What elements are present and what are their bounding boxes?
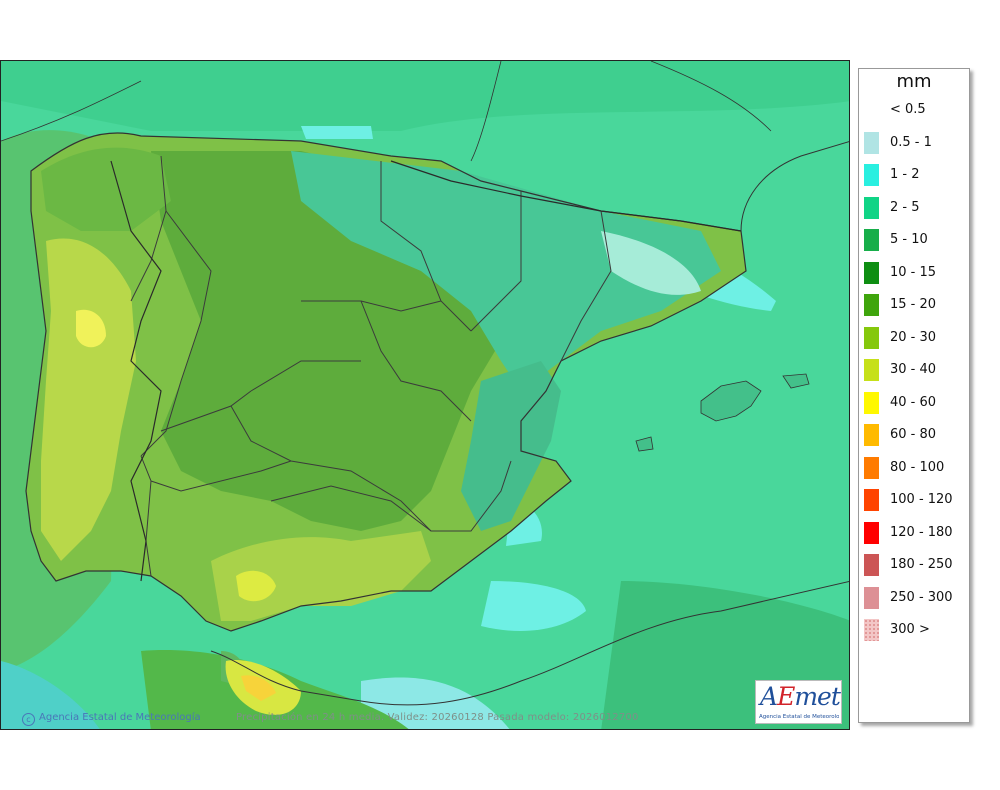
west-yellow-spot <box>76 309 106 348</box>
legend-swatch <box>864 521 879 544</box>
north-cyan-patch <box>301 126 373 139</box>
legend-swatch <box>864 131 879 154</box>
agency-credit-text: Agencia Estatal de Meteorología <box>39 712 201 723</box>
legend-item: 250 - 300 <box>864 586 968 609</box>
legend-item: 300 > <box>864 619 968 641</box>
legend-swatch <box>864 164 879 186</box>
pyrenees-border <box>390 160 742 232</box>
legend-label: 300 > <box>890 622 930 637</box>
legend-swatch <box>864 196 879 219</box>
legend-item: 1 - 2 <box>864 164 968 186</box>
aemet-logo-subtitle: Agencia Estatal de Meteorología <box>759 714 839 720</box>
legend-label: 250 - 300 <box>890 589 953 605</box>
legend-item: 15 - 20 <box>864 294 968 316</box>
precipitation-map <box>0 60 850 730</box>
legend-swatch <box>864 294 879 316</box>
legend-item: 60 - 80 <box>864 424 968 446</box>
legend-swatch <box>864 424 879 446</box>
map-canvas <box>1 61 849 729</box>
portugal-border <box>110 160 162 582</box>
legend-label: 180 - 250 <box>890 557 953 572</box>
precipitation-legend: mm < 0.5 0.5 - 1 1 - 2 2 - 5 5 - 10 10 - 15 15… <box>858 68 970 723</box>
legend-label: < 0.5 <box>890 102 926 117</box>
legend-swatch <box>864 326 879 349</box>
legend-swatch <box>864 489 879 511</box>
copyright-icon: c <box>22 713 35 726</box>
legend-swatch <box>864 99 879 121</box>
west-yellow-band <box>41 238 136 561</box>
legend-label: 10 - 15 <box>890 264 937 280</box>
menorca <box>782 373 810 389</box>
legend-swatch <box>864 619 879 641</box>
legend-item: 120 - 180 <box>864 521 968 544</box>
legend-label: 120 - 180 <box>890 524 953 540</box>
morocco-orange <box>241 675 276 701</box>
legend-item: 180 - 250 <box>864 554 968 576</box>
mallorca <box>700 380 762 422</box>
france-coast <box>740 141 849 232</box>
legend-label: 0.5 - 1 <box>890 134 932 150</box>
aemet-logo: AEmet Agencia Estatal de Meteorología <box>755 680 842 724</box>
legend-label: 30 - 40 <box>890 362 937 377</box>
graticule-line-2 <box>1 80 142 142</box>
sea-north-band <box>1 61 849 131</box>
ibiza <box>635 436 654 452</box>
graticule-line <box>470 61 502 162</box>
africa-coast <box>210 580 849 706</box>
sw-cyan-sea <box>1 661 100 729</box>
legend-item: 0.5 - 1 <box>864 131 968 154</box>
catalonia-cyan <box>601 231 701 295</box>
legend-swatch <box>864 359 879 381</box>
legend-item: < 0.5 <box>864 99 968 121</box>
legend-swatch <box>864 456 879 479</box>
iberia-coastline <box>25 132 747 632</box>
legend-label: 2 - 5 <box>890 199 920 215</box>
legend-label: 20 - 30 <box>890 329 937 345</box>
legend-swatch <box>864 261 879 284</box>
legend-swatch <box>864 586 879 609</box>
legend-label: 1 - 2 <box>890 167 920 182</box>
andalusia-yellow <box>211 531 431 621</box>
aemet-logo-wordmark: AEmet <box>760 682 841 711</box>
northeast-green-cyan <box>291 151 721 391</box>
galicia-green <box>41 147 171 231</box>
legend-item: 10 - 15 <box>864 261 968 284</box>
malaga-yellow <box>236 570 276 602</box>
legend-swatch <box>864 554 879 576</box>
legend-label: 15 - 20 <box>890 297 937 312</box>
legend-swatch <box>864 229 879 251</box>
legend-item: 80 - 100 <box>864 456 968 479</box>
legend-item: 100 - 120 <box>864 489 968 511</box>
legend-unit: mm <box>896 71 932 92</box>
agency-credit: c Agencia Estatal de Meteorología <box>22 712 201 726</box>
regional-borders <box>130 155 612 577</box>
legend-item: 40 - 60 <box>864 391 968 414</box>
legend-item: 2 - 5 <box>864 196 968 219</box>
legend-label: 60 - 80 <box>890 427 937 442</box>
map-caption: Precipitación en 24 h media. Validez: 20… <box>236 712 639 723</box>
legend-label: 40 - 60 <box>890 394 937 410</box>
legend-item: 20 - 30 <box>864 326 968 349</box>
med-cyan-blob-2 <box>481 581 586 631</box>
legend-label: 80 - 100 <box>890 459 945 475</box>
legend-item: 30 - 40 <box>864 359 968 381</box>
legend-label: 5 - 10 <box>890 232 928 247</box>
legend-item: 5 - 10 <box>864 229 968 251</box>
legend-swatch <box>864 391 879 414</box>
legend-label: 100 - 120 <box>890 492 953 507</box>
graticule-line-3 <box>650 61 772 132</box>
